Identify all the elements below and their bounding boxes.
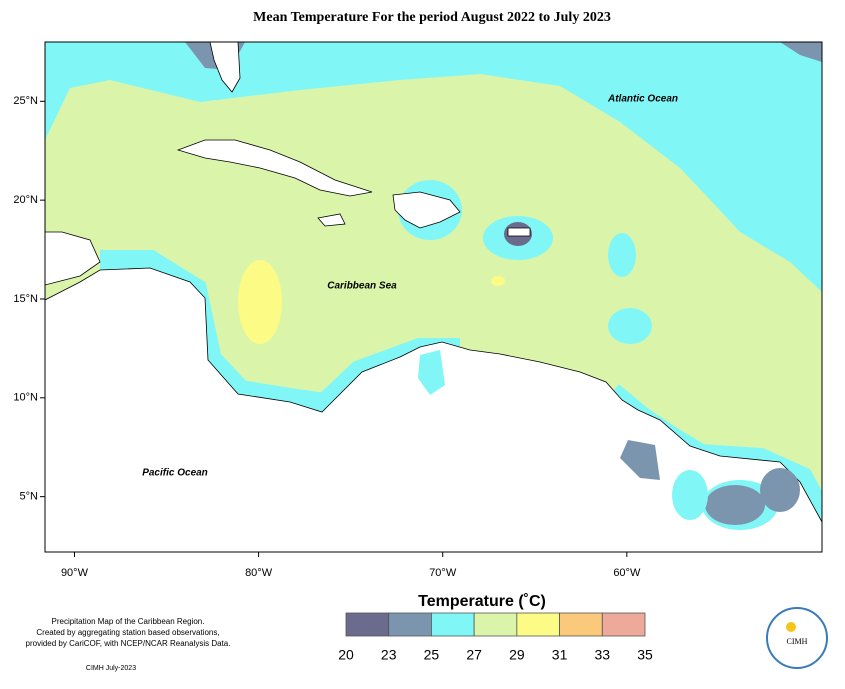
legend-bin	[431, 612, 475, 637]
legend-bin	[559, 612, 603, 637]
logo-text: CIMH	[787, 637, 808, 646]
ocean-label: Pacific Ocean	[142, 468, 208, 479]
florida	[209, 42, 241, 93]
legend-tick-label: 33	[594, 647, 610, 663]
cuba	[176, 139, 373, 197]
cool-patch	[608, 233, 636, 277]
note: Precipitation Map of the Caribbean Regio…	[52, 617, 205, 626]
note: Created by aggregating station based obs…	[36, 628, 219, 637]
x-tick-label: 90°W	[61, 567, 89, 579]
legend-tick-label: 25	[424, 647, 440, 663]
legend-tick-label: 31	[552, 647, 568, 663]
y-tick-label: 20°N	[13, 194, 38, 206]
legend-tick-label: 35	[637, 647, 653, 663]
legend-tick-label: 27	[466, 647, 482, 663]
cool-patch	[705, 485, 765, 525]
cool-patch	[608, 308, 652, 344]
legend-bin	[473, 612, 518, 637]
ocean-label: Atlantic Ocean	[607, 94, 678, 105]
yucatan	[45, 231, 101, 286]
notes: Precipitation Map of the Caribbean Regio…	[26, 617, 231, 672]
y-tick-label: 25°N	[13, 95, 38, 107]
jamaica	[317, 213, 346, 227]
x-tick-label: 70°W	[429, 567, 457, 579]
logo: CIMH	[766, 607, 828, 669]
title: Mean Temperature For the period August 2…	[253, 10, 611, 25]
cool-patch	[620, 440, 660, 480]
warm-patch	[491, 276, 505, 286]
cool-patch	[780, 42, 822, 62]
cool-patch	[418, 350, 445, 395]
y-tick-label: 15°N	[13, 293, 38, 305]
cool-patch	[672, 470, 708, 520]
central-south-america	[45, 267, 822, 552]
legend-tick-label: 20	[338, 647, 354, 663]
legend-tick-label: 23	[381, 647, 397, 663]
hispaniola	[392, 191, 461, 229]
map: Atlantic Ocean Caribbean Sea Pacific Oce…	[44, 41, 823, 553]
x-tick-label: 60°W	[613, 567, 641, 579]
credit: CIMH July-2023	[86, 665, 136, 672]
y-tick-label: 5°N	[20, 491, 39, 503]
warm-patch	[238, 260, 282, 344]
y-tick-label: 10°N	[13, 392, 38, 404]
logo-ring	[766, 607, 828, 669]
legend-bin	[345, 612, 390, 637]
cool-patch	[760, 468, 800, 512]
logo-sun	[786, 622, 796, 632]
note: provided by CariCOF, with NCEP/NCAR Rean…	[26, 639, 231, 648]
legend-bin	[601, 612, 646, 637]
puerto-rico	[507, 227, 531, 237]
sea-label: Caribbean Sea	[327, 281, 397, 292]
legend-tick-label: 29	[509, 647, 525, 663]
legend-title: Temperature (˚C)	[418, 593, 546, 610]
x-tick-label: 80°W	[245, 567, 273, 579]
map-frame	[44, 41, 823, 553]
legend-bin	[388, 612, 432, 637]
legend-bin	[516, 612, 560, 637]
